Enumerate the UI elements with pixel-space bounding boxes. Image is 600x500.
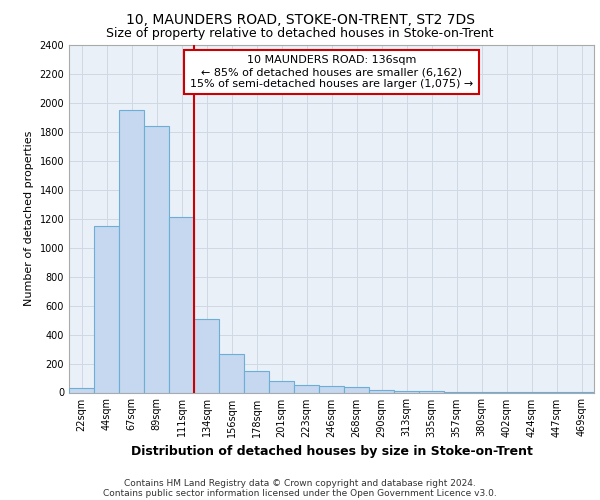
Bar <box>119 110 144 393</box>
Bar <box>319 386 344 392</box>
Bar <box>94 226 119 392</box>
Text: 10 MAUNDERS ROAD: 136sqm
← 85% of detached houses are smaller (6,162)
15% of sem: 10 MAUNDERS ROAD: 136sqm ← 85% of detach… <box>190 56 473 88</box>
Bar <box>394 391 419 392</box>
Text: 10, MAUNDERS ROAD, STOKE-ON-TRENT, ST2 7DS: 10, MAUNDERS ROAD, STOKE-ON-TRENT, ST2 7… <box>125 12 475 26</box>
X-axis label: Distribution of detached houses by size in Stoke-on-Trent: Distribution of detached houses by size … <box>131 445 532 458</box>
Bar <box>169 218 194 392</box>
Bar <box>294 386 319 392</box>
Text: Size of property relative to detached houses in Stoke-on-Trent: Size of property relative to detached ho… <box>106 28 494 40</box>
Bar <box>244 371 269 392</box>
Bar <box>144 126 169 392</box>
Y-axis label: Number of detached properties: Number of detached properties <box>24 131 34 306</box>
Bar <box>269 381 294 392</box>
Bar <box>219 354 244 393</box>
Bar <box>369 390 394 392</box>
Bar <box>344 388 369 392</box>
Bar <box>194 318 219 392</box>
Text: Contains HM Land Registry data © Crown copyright and database right 2024.: Contains HM Land Registry data © Crown c… <box>124 478 476 488</box>
Text: Contains public sector information licensed under the Open Government Licence v3: Contains public sector information licen… <box>103 488 497 498</box>
Bar <box>69 388 94 392</box>
